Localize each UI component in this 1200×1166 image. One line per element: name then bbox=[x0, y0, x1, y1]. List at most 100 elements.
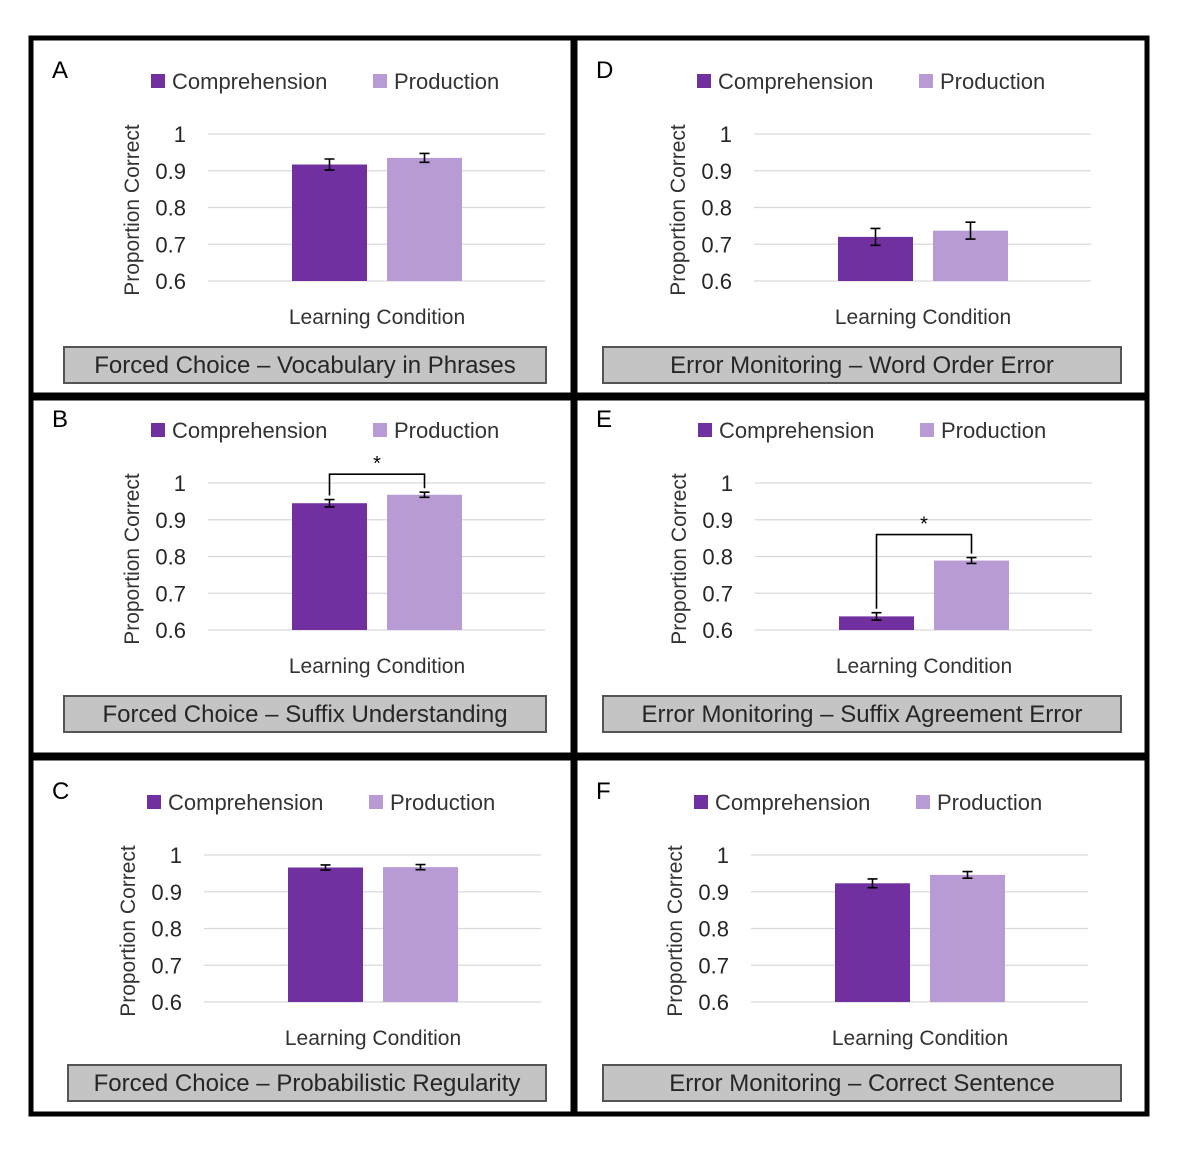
panel-title-box bbox=[67, 1064, 547, 1102]
panel-letter-b: B bbox=[52, 406, 68, 433]
y-tick-label: 0.9 bbox=[698, 880, 729, 905]
legend-label-production: Production bbox=[390, 790, 495, 815]
panel-title: Forced Choice – Vocabulary in Phrases bbox=[94, 352, 516, 379]
y-tick-label: 0.7 bbox=[702, 581, 733, 606]
y-tick-label: 0.8 bbox=[155, 196, 186, 221]
y-tick-label: 0.6 bbox=[151, 990, 182, 1015]
error-bar-production bbox=[966, 556, 977, 565]
legend-label-comprehension: Comprehension bbox=[168, 790, 323, 815]
legend-label-comprehension: Comprehension bbox=[172, 69, 327, 94]
y-tick-label: 1 bbox=[174, 471, 186, 496]
y-tick-label: 1 bbox=[721, 471, 733, 496]
legend-label-production: Production bbox=[937, 790, 1042, 815]
y-tick-label: 0.9 bbox=[701, 159, 732, 184]
legend-label-comprehension: Comprehension bbox=[715, 790, 870, 815]
legend-swatch-comprehension bbox=[694, 795, 708, 809]
y-tick-label: 0.8 bbox=[701, 196, 732, 221]
legend-label-production: Production bbox=[940, 69, 1045, 94]
bar-comprehension bbox=[288, 867, 363, 1002]
y-axis-label: Proportion Correct bbox=[117, 845, 140, 1017]
y-tick-label: 0.9 bbox=[151, 880, 182, 905]
panel-c: C Comprehension Production 1 0.9 0.8 0.7 0.6 Pro… bbox=[28, 755, 576, 1117]
bar-production bbox=[387, 494, 462, 630]
panel-title-box bbox=[602, 1064, 1122, 1102]
legend-label-comprehension: Comprehension bbox=[718, 69, 873, 94]
error-bar-comprehension bbox=[324, 498, 335, 508]
x-axis-label: Learning Condition bbox=[289, 655, 465, 678]
y-axis-label: Proportion Correct bbox=[121, 473, 144, 645]
x-axis-label: Learning Condition bbox=[285, 1027, 461, 1050]
legend-swatch-production bbox=[373, 423, 387, 437]
error-bar-comprehension bbox=[867, 878, 878, 889]
error-bar-production bbox=[965, 221, 976, 240]
legend-swatch-production bbox=[919, 74, 933, 88]
y-tick-label: 0.7 bbox=[155, 581, 186, 606]
panel-title: Error Monitoring – Suffix Agreement Erro… bbox=[641, 701, 1082, 728]
y-tick-label: 0.8 bbox=[702, 545, 733, 570]
panel-title: Forced Choice – Probabilistic Regularity bbox=[94, 1070, 521, 1097]
y-tick-label: 0.6 bbox=[155, 269, 186, 294]
legend-swatch-comprehension bbox=[697, 74, 711, 88]
error-bar-comprehension bbox=[870, 227, 881, 247]
y-tick-label: 0.6 bbox=[698, 990, 729, 1015]
y-axis-label: Proportion Correct bbox=[668, 473, 691, 645]
significance-bracket bbox=[875, 533, 973, 609]
significance-marker: * bbox=[920, 514, 928, 536]
legend-label-production: Production bbox=[941, 418, 1046, 443]
error-bar-production bbox=[962, 870, 973, 879]
y-tick-label: 0.6 bbox=[155, 618, 186, 643]
x-axis-label: Learning Condition bbox=[835, 306, 1011, 329]
y-tick-label: 1 bbox=[174, 122, 186, 147]
bar-production bbox=[387, 157, 462, 281]
panel-b: B Comprehension Production 1 0.9 0.8 0.7 0.6 Pro… bbox=[28, 395, 576, 758]
significance-bracket bbox=[328, 473, 426, 496]
legend-label-production: Production bbox=[394, 69, 499, 94]
legend-label-comprehension: Comprehension bbox=[172, 418, 327, 443]
panel-title-box bbox=[602, 695, 1122, 733]
y-axis-label: Proportion Correct bbox=[121, 124, 144, 296]
y-tick-label: 0.7 bbox=[698, 953, 729, 978]
bar-production bbox=[930, 874, 1005, 1002]
panel-title-box bbox=[63, 695, 547, 733]
y-tick-label: 1 bbox=[717, 843, 729, 868]
panel-title-box bbox=[602, 346, 1122, 384]
y-tick-label: 0.6 bbox=[702, 618, 733, 643]
panel-a: A Comprehension Production 1 0.9 0.8 0.7 0.6 Pro… bbox=[28, 35, 576, 398]
panel-title: Error Monitoring – Correct Sentence bbox=[669, 1070, 1055, 1097]
bar-comprehension bbox=[835, 883, 910, 1002]
bar-comprehension bbox=[839, 616, 914, 630]
legend-swatch-production bbox=[373, 74, 387, 88]
panel-e: E Comprehension Production 1 0.9 0.8 0.7 0.6 Pro… bbox=[572, 395, 1150, 758]
panel-letter-e: E bbox=[596, 406, 612, 433]
y-tick-label: 0.9 bbox=[155, 508, 186, 533]
x-axis-label: Learning Condition bbox=[836, 655, 1012, 678]
y-tick-label: 0.9 bbox=[155, 159, 186, 184]
bar-production bbox=[934, 560, 1009, 630]
y-tick-label: 0.8 bbox=[698, 917, 729, 942]
legend-swatch-production bbox=[920, 423, 934, 437]
x-axis-label: Learning Condition bbox=[832, 1027, 1008, 1050]
legend-swatch-comprehension bbox=[698, 423, 712, 437]
y-tick-label: 0.7 bbox=[155, 232, 186, 257]
error-bar-production bbox=[419, 491, 430, 499]
x-axis-label: Learning Condition bbox=[289, 306, 465, 329]
y-tick-label: 0.8 bbox=[155, 545, 186, 570]
y-tick-label: 0.7 bbox=[151, 953, 182, 978]
significance-marker: * bbox=[373, 453, 381, 475]
error-bar-comprehension bbox=[871, 611, 882, 621]
panel-f: F Comprehension Production 1 0.9 0.8 0.7 0.6 Pro… bbox=[572, 755, 1150, 1117]
bar-comprehension bbox=[292, 164, 367, 281]
panel-title-box bbox=[63, 346, 547, 384]
error-bar-production bbox=[415, 863, 426, 871]
bar-production bbox=[383, 867, 458, 1002]
legend-swatch-production bbox=[916, 795, 930, 809]
panel-title: Error Monitoring – Word Order Error bbox=[670, 352, 1054, 379]
error-bar-comprehension bbox=[324, 158, 335, 171]
panel-letter-f: F bbox=[596, 778, 611, 805]
panel-letter-c: C bbox=[52, 778, 69, 805]
error-bar-production bbox=[419, 152, 430, 164]
y-tick-label: 0.7 bbox=[701, 232, 732, 257]
legend-swatch-comprehension bbox=[151, 423, 165, 437]
y-tick-label: 1 bbox=[720, 122, 732, 147]
